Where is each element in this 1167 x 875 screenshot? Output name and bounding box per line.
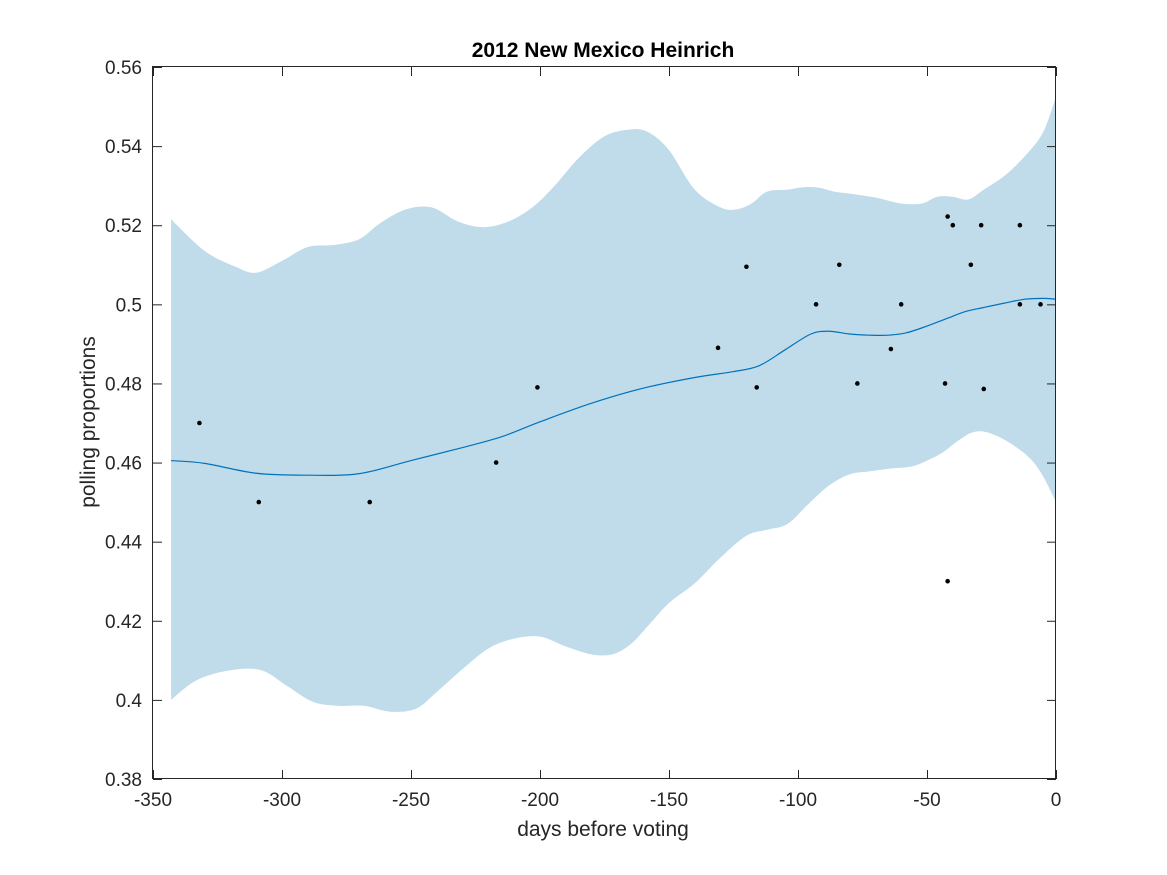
data-point — [256, 499, 262, 505]
x-axis-label: days before voting — [517, 818, 689, 841]
data-point — [715, 345, 721, 351]
data-point — [945, 578, 950, 584]
x-tick-label: -300 — [263, 790, 301, 811]
data-point — [978, 222, 984, 228]
axis-ticks — [153, 67, 1057, 780]
confidence-band — [171, 96, 1056, 712]
x-tick-label: 0 — [1051, 790, 1062, 811]
data-point — [813, 302, 819, 307]
x-tick-label: -50 — [913, 790, 940, 811]
y-tick-label: 0.48 — [105, 374, 142, 395]
data-points — [197, 214, 1043, 584]
data-point — [1038, 302, 1043, 307]
data-point — [493, 460, 499, 465]
data-point — [197, 420, 202, 426]
data-point — [855, 381, 860, 386]
data-point — [942, 381, 948, 386]
x-tick-label: -200 — [521, 790, 559, 811]
y-tick-label: 0.44 — [105, 533, 142, 554]
y-axis-label: polling proportions — [77, 336, 100, 508]
x-tick-labels: -350 -300 -250 -200 -150 -100 -50 0 — [134, 790, 1061, 811]
data-point — [968, 262, 974, 268]
chart-title: 2012 New Mexico Heinrich — [472, 39, 735, 62]
data-point — [945, 214, 950, 219]
data-point — [367, 499, 373, 505]
data-point — [744, 264, 749, 270]
data-point — [754, 385, 760, 390]
y-tick-label: 0.54 — [105, 137, 142, 158]
y-tick-label: 0.56 — [105, 58, 142, 79]
data-point — [981, 386, 987, 392]
trend-line — [171, 297, 1057, 476]
data-point — [898, 302, 904, 307]
y-tick-label: 0.46 — [105, 454, 142, 475]
y-tick-label: 0.5 — [116, 295, 142, 316]
x-tick-label: -100 — [779, 790, 817, 811]
data-point — [888, 346, 894, 352]
y-tick-label: 0.42 — [105, 612, 142, 633]
y-tick-label: 0.52 — [105, 216, 142, 237]
data-point — [836, 262, 842, 268]
x-tick-label: -150 — [650, 790, 688, 811]
y-tick-label: 0.38 — [105, 770, 142, 791]
data-point — [535, 385, 540, 390]
data-point — [1017, 302, 1023, 307]
data-point — [950, 222, 956, 228]
x-tick-label: -350 — [134, 790, 172, 811]
y-tick-label: 0.4 — [116, 691, 143, 712]
x-tick-label: -250 — [392, 790, 430, 811]
axes-box — [152, 66, 1056, 779]
y-tick-labels: 0.38 0.4 0.42 0.44 0.46 0.48 0.5 0.52 0.54 0.56 — [105, 58, 142, 791]
plot-area — [171, 96, 1057, 712]
data-point — [1017, 222, 1023, 228]
